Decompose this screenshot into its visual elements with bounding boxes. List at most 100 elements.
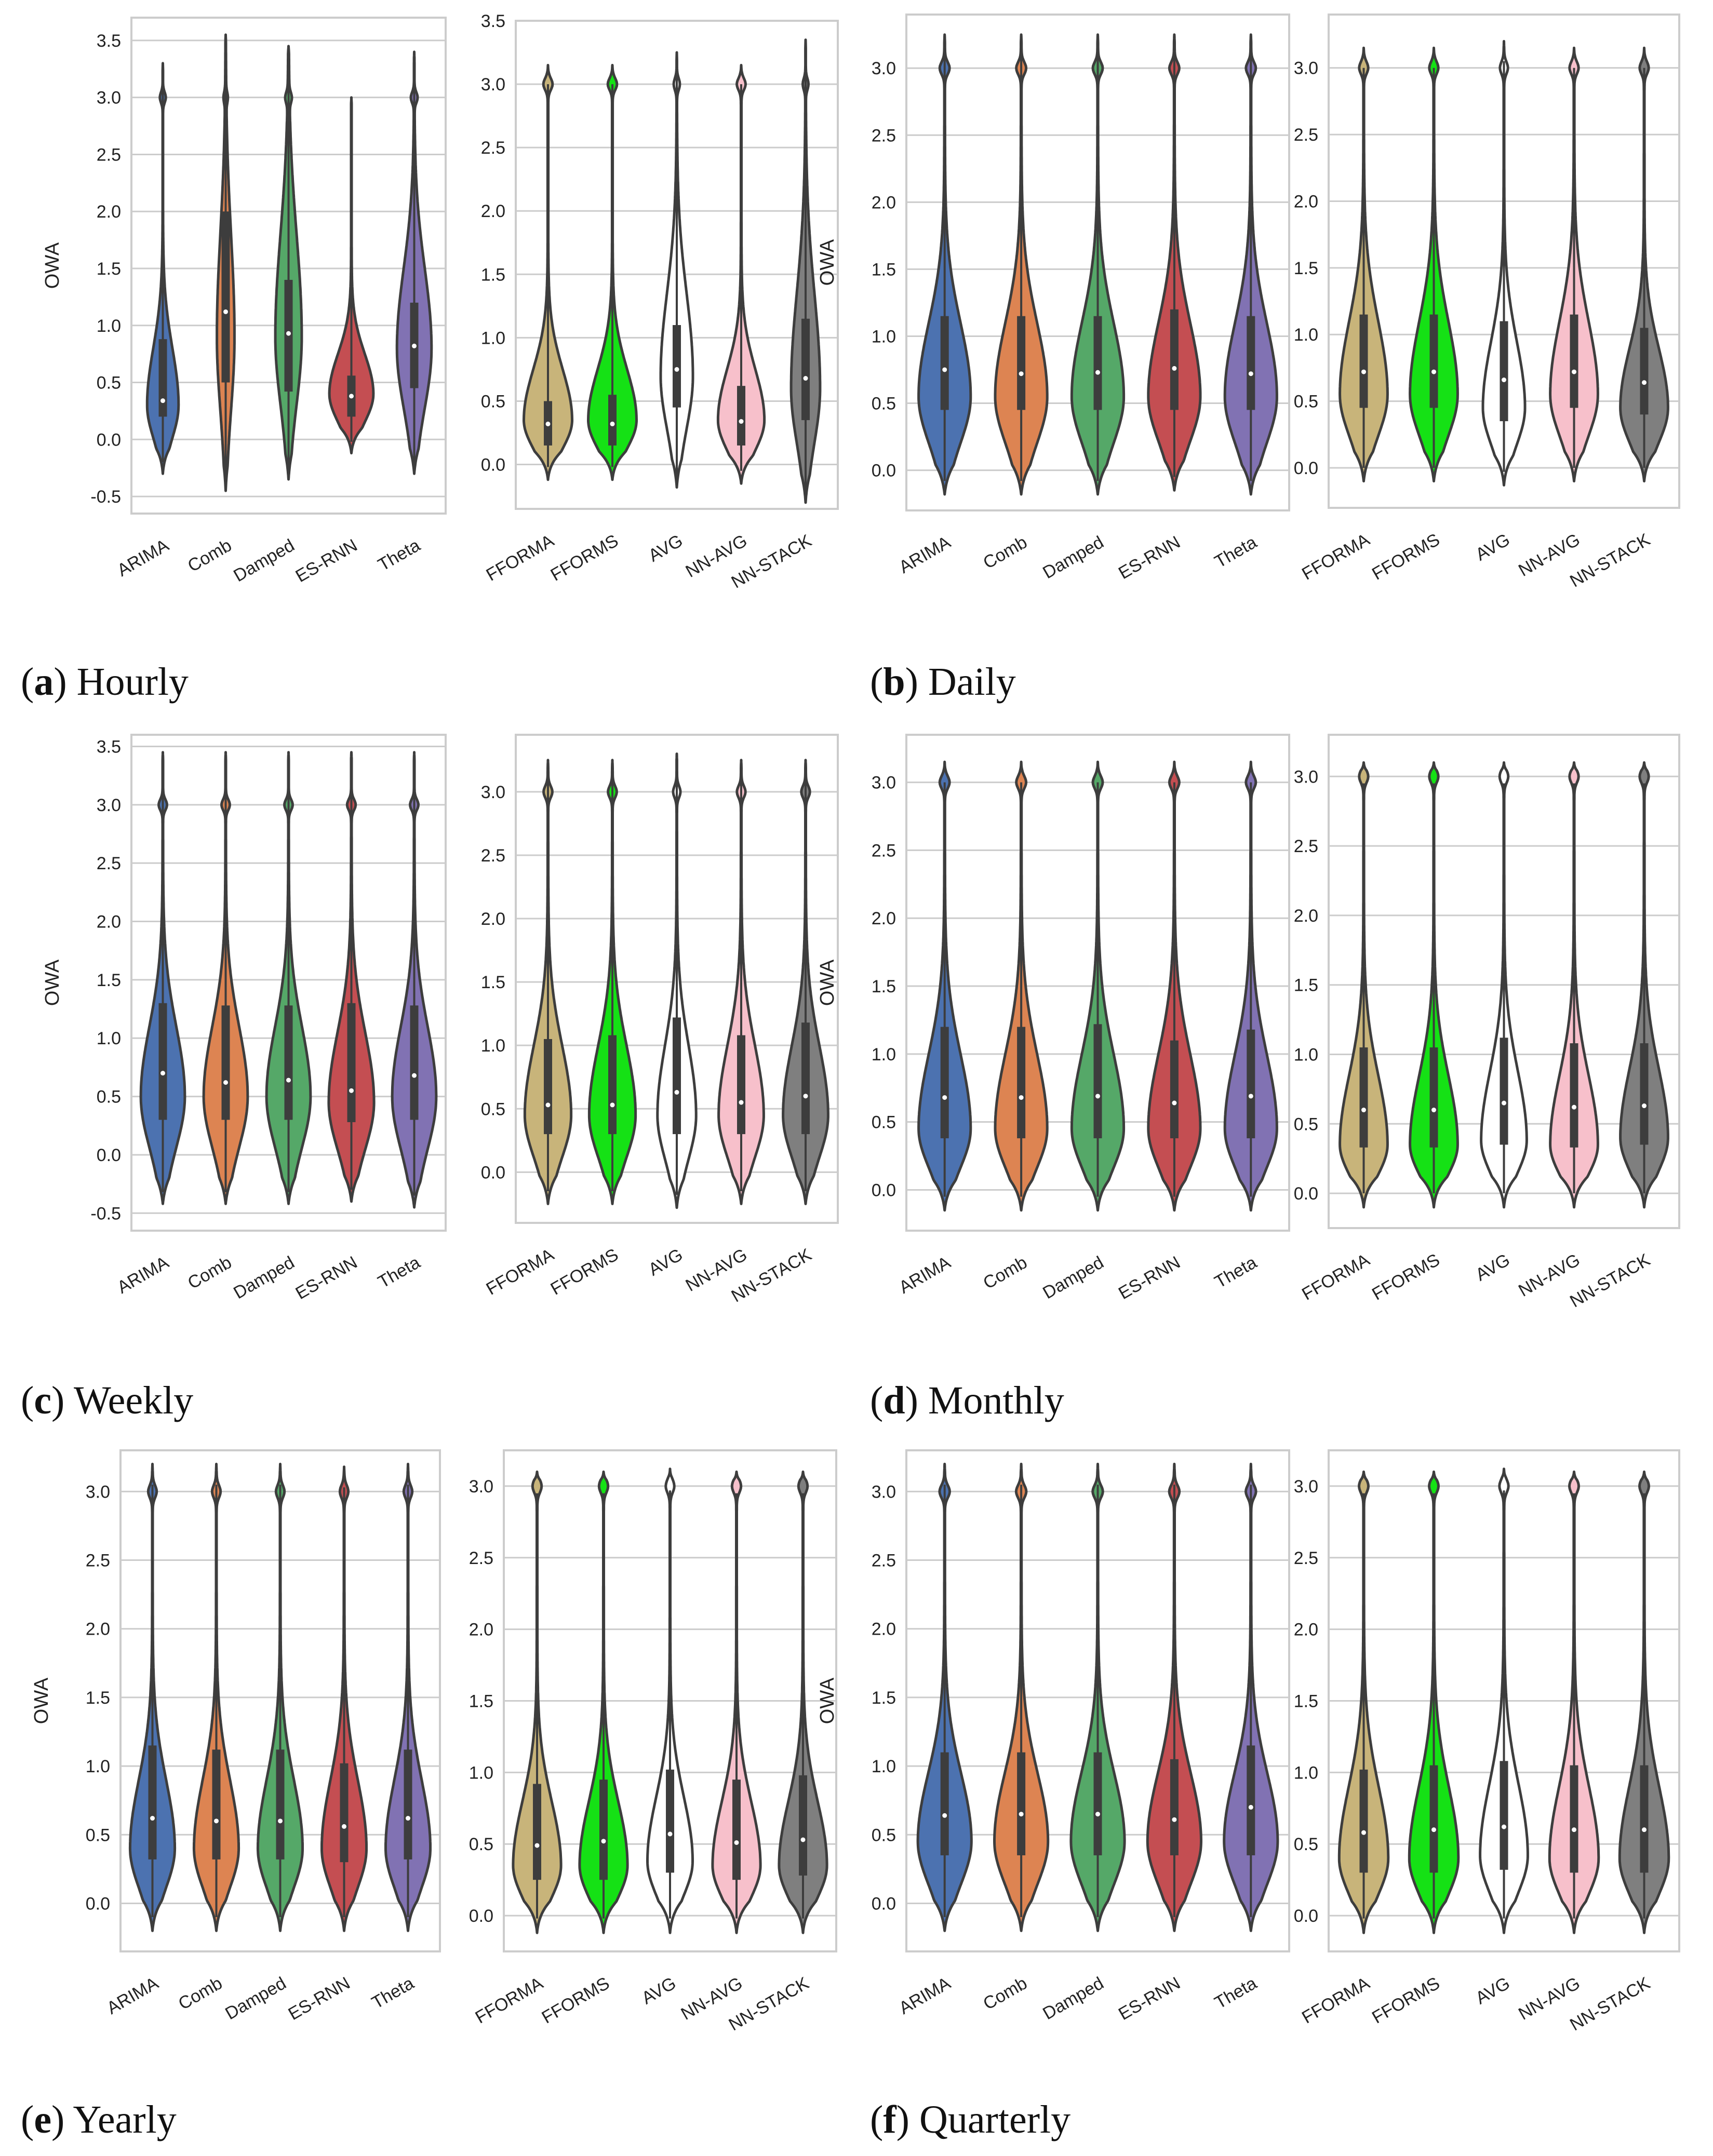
y-tick-label: 0.0: [86, 1894, 110, 1914]
median-dot-es-rnn: [1172, 366, 1177, 371]
x-tick-label: ES-RNN: [285, 1973, 354, 2024]
y-tick-label: 1.0: [469, 1763, 493, 1783]
y-tick-label: 1.0: [872, 1757, 896, 1776]
iqr-box-damped: [276, 1749, 285, 1859]
x-tick-label: NN-STACK: [1567, 530, 1654, 591]
iqr-box-avg: [666, 1769, 674, 1873]
x-tick-label: ARIMA: [103, 1973, 162, 2018]
y-tick-label: 1.0: [97, 316, 121, 336]
caption-monthly: (d) Monthly: [870, 1379, 1064, 1422]
x-tick-label: ES-RNN: [1115, 532, 1184, 583]
x-tick-label: AVG: [1473, 1250, 1514, 1285]
plot-frame: [119, 1449, 441, 1952]
panel-weekly-base: -0.5 0.0 0.5 1.0 1.5 2.0 2.5 3.0 3.5 OWA ARIMA Comb…: [42, 734, 447, 1303]
x-tick-label: FFORMA: [1299, 1250, 1373, 1304]
plot-frame: [1328, 1449, 1680, 1952]
iqr-box-nn-stack: [1640, 1765, 1649, 1873]
x-tick-label: Damped: [1039, 1973, 1107, 2024]
median-dot-nn-avg: [1572, 1827, 1576, 1832]
y-tick-label: 0.5: [1294, 1114, 1318, 1134]
y-tick-label: 1.5: [469, 1692, 493, 1712]
y-axis-label: OWA: [817, 959, 838, 1006]
x-tick-label: Theta: [368, 1973, 417, 2013]
x-tick-label: ARIMA: [114, 1252, 172, 1298]
iqr-box-avg: [1500, 1037, 1508, 1145]
x-tick-label: Theta: [374, 1252, 423, 1292]
median-dot-comb: [1019, 371, 1024, 376]
median-dot-es-rnn: [1172, 1100, 1177, 1106]
median-dot-fforms: [1431, 1827, 1436, 1832]
y-tick-label: 2.5: [872, 841, 896, 860]
iqr-box-nn-avg: [1570, 1043, 1578, 1148]
median-dot-fforms: [610, 421, 615, 426]
y-tick-label: 3.0: [97, 796, 121, 815]
y-tick-label: 2.0: [97, 202, 121, 222]
y-tick-label: 3.0: [469, 1477, 493, 1497]
iqr-box-arima: [148, 1745, 157, 1859]
median-dot-arima: [942, 1813, 947, 1818]
median-dot-nn-avg: [1572, 369, 1576, 374]
iqr-box-nn-stack: [1640, 328, 1649, 415]
y-tick-label: 1.5: [97, 971, 121, 990]
y-tick-label: 2.5: [481, 846, 505, 866]
iqr-box-theta: [1247, 1029, 1255, 1139]
y-tick-label: 2.5: [86, 1551, 110, 1571]
x-tick-label: FFORMS: [1369, 530, 1443, 584]
iqr-box-fforms: [608, 1035, 617, 1135]
median-dot-es-rnn: [1172, 1817, 1177, 1822]
median-dot-avg: [1502, 378, 1506, 383]
x-tick-label: AVG: [638, 1973, 679, 2009]
x-tick-label: ES-RNN: [1115, 1973, 1184, 2024]
median-dot-fforms: [610, 1102, 615, 1108]
iqr-box-comb: [221, 1005, 230, 1120]
y-tick-label: 2.0: [97, 912, 121, 932]
y-tick-label: 2.0: [1294, 1620, 1318, 1640]
plot-frame: [130, 17, 447, 515]
y-tick-label: 3.0: [481, 75, 505, 95]
iqr-box-nn-avg: [1570, 1765, 1578, 1873]
y-tick-label: 3.0: [872, 773, 896, 793]
median-dot-es-rnn: [342, 1824, 346, 1829]
iqr-box-fforma: [544, 1039, 552, 1135]
median-dot-theta: [412, 1073, 417, 1078]
iqr-box-fforms: [608, 395, 617, 446]
iqr-box-fforms: [599, 1780, 608, 1880]
y-tick-label: 0.5: [469, 1835, 493, 1854]
y-tick-label: 1.5: [97, 259, 121, 279]
y-tick-label: 0.0: [872, 461, 896, 481]
y-tick-label: -0.5: [90, 487, 121, 507]
y-tick-label: 3.0: [872, 1482, 896, 1502]
iqr-box-damped: [1093, 1024, 1102, 1139]
x-tick-label: FFORMS: [1369, 1250, 1443, 1304]
y-tick-label: 1.0: [481, 328, 505, 348]
x-tick-label: FFORMS: [539, 1973, 613, 2028]
x-tick-label: Damped: [1039, 1252, 1107, 1303]
median-dot-arima: [160, 398, 165, 403]
x-tick-label: Comb: [184, 535, 235, 576]
y-tick-label: 1.0: [1294, 1045, 1318, 1064]
median-dot-nn-stack: [803, 376, 808, 381]
panel-quarterly-base: 0.0 0.5 1.0 1.5 2.0 2.5 3.0 OWA ARIMA Comb Damped E…: [817, 1449, 1290, 2024]
iqr-box-fforms: [1429, 1765, 1438, 1873]
iqr-box-arima: [940, 1752, 949, 1855]
y-tick-label: 3.0: [1294, 1477, 1318, 1497]
median-dot-comb: [1019, 1095, 1024, 1100]
panel-yearly-base: 0.0 0.5 1.0 1.5 2.0 2.5 3.0 OWA ARIMA CombDampedE…: [31, 1449, 441, 2024]
x-tick-label: NN-STACK: [1567, 1973, 1654, 2035]
median-dot-comb: [214, 1818, 219, 1824]
iqr-box-comb: [221, 211, 230, 383]
y-tick-label: 1.5: [872, 977, 896, 996]
y-tick-label: 3.0: [86, 1482, 110, 1502]
iqr-box-es-rnn: [347, 1003, 356, 1123]
y-tick-label: 3.0: [97, 88, 121, 108]
y-tick-label: 1.5: [1294, 976, 1318, 995]
y-tick-label: 2.5: [481, 138, 505, 158]
y-tick-label: 0.5: [872, 1113, 896, 1133]
y-tick-label: 0.5: [86, 1825, 110, 1845]
median-dot-es-rnn: [349, 1088, 354, 1093]
y-tick-label: 2.0: [1294, 906, 1318, 926]
iqr-box-es-rnn: [1170, 1040, 1179, 1139]
